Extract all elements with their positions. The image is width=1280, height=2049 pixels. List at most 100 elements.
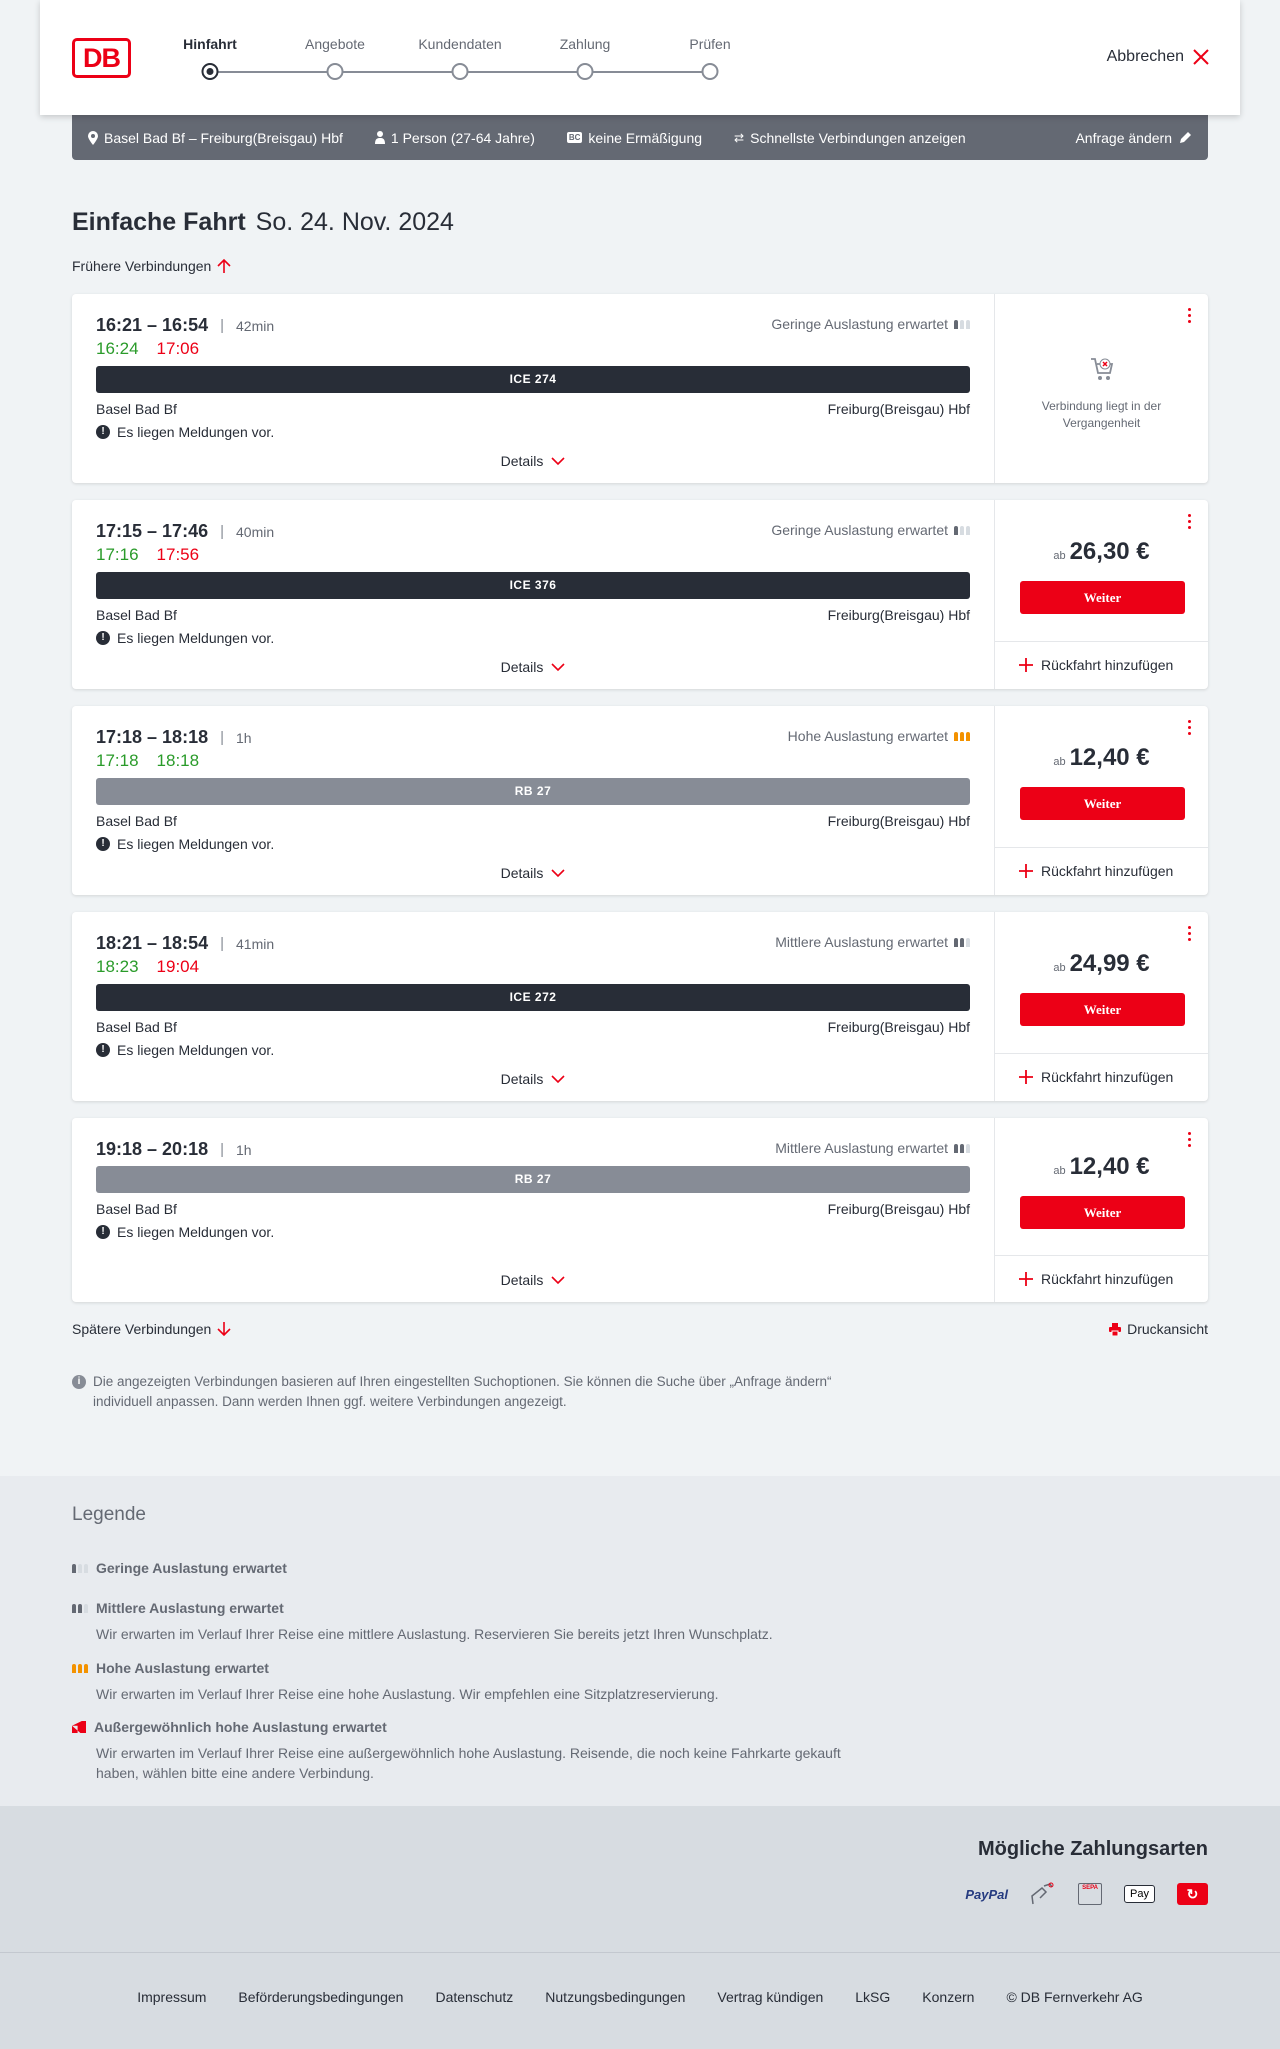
credit-card-hand-icon [1031, 1882, 1054, 1905]
footer-link[interactable]: LkSG [855, 1989, 891, 2005]
planned-times: 16:21 – 16:54 [96, 315, 209, 335]
details-label: Details [500, 453, 544, 469]
more-options-icon[interactable] [1188, 308, 1192, 326]
train-bar[interactable]: ICE 274 [96, 366, 970, 393]
legend-item: Geringe Auslastung erwartet [72, 1560, 287, 1576]
connection-card: 17:15 – 17:46 | 40min 17:16 17:56 Geringe Aus… [72, 500, 1208, 689]
details-toggle[interactable]: Details [72, 865, 994, 881]
payment-methods: PayPal SEPA Pay ↻ [965, 1882, 1208, 1906]
exclamation-icon: ! [96, 631, 110, 645]
location-pin-icon [88, 130, 98, 145]
train-bar[interactable]: RB 27 [96, 1166, 970, 1193]
sepa-icon: SEPA [1078, 1883, 1103, 1905]
more-options-icon[interactable] [1188, 926, 1192, 944]
plus-icon [1019, 864, 1033, 878]
fastest-text: Schnellste Verbindungen anzeigen [750, 129, 966, 146]
train-bar[interactable]: RB 27 [96, 778, 970, 805]
price-value: 24,99 € [1069, 950, 1150, 977]
discount-info: BC keine Ermäßigung [566, 130, 702, 146]
fastest-connections-toggle[interactable]: ⇄ Schnellste Verbindungen anzeigen [734, 130, 966, 146]
footer-link[interactable]: Impressum [137, 1989, 207, 2005]
connection-card: 19:18 – 20:18 | 1h Mittlere Auslastung erwa… [72, 1118, 1208, 1302]
traveller-text: 1 Person (27-64 Jahre) [390, 129, 535, 146]
legend-item-text: Wir erwarten im Verlauf Ihrer Reise eine… [96, 1686, 719, 1702]
offer-panel: ab 24,99 € Weiter Rückfahrt hinzufügen [994, 912, 1208, 1101]
occupancy-info: Hohe Auslastung erwartet [788, 728, 970, 744]
footer-link[interactable]: Nutzungsbedingungen [545, 1989, 686, 2005]
db-logo[interactable]: DB [72, 38, 131, 78]
exclamation-icon: ! [96, 425, 110, 439]
legend-item: Hohe Auslastung erwartet Wir erwarten im … [72, 1660, 866, 1704]
continue-button[interactable]: Weiter [1020, 1196, 1185, 1229]
continue-button[interactable]: Weiter [1020, 581, 1185, 614]
cancel-button[interactable]: Abbrechen [1107, 48, 1210, 66]
more-options-icon[interactable] [1188, 514, 1192, 532]
plus-icon [1019, 1070, 1033, 1084]
earlier-label: Frühere Verbindungen [72, 258, 212, 274]
price-prefix: ab [1053, 550, 1066, 562]
add-return-label: Rückfahrt hinzufügen [1041, 863, 1174, 879]
divider [995, 1255, 1208, 1256]
duration: 42min [236, 317, 275, 334]
footer-link[interactable]: Beförderungsbedingungen [238, 1989, 404, 2005]
later-connections-link[interactable]: Spätere Verbindungen [72, 1321, 231, 1337]
price-prefix: ab [1053, 756, 1066, 768]
continue-button[interactable]: Weiter [1020, 993, 1185, 1026]
exclamation-icon: ! [96, 837, 110, 851]
origin-station: Basel Bad Bf [96, 813, 177, 829]
traveller-info: 1 Person (27-64 Jahre) [374, 129, 535, 146]
more-options-icon[interactable] [1188, 1132, 1192, 1150]
footer-link[interactable]: Konzern [922, 1989, 975, 2005]
legend-title: Legende [72, 1504, 146, 1525]
details-toggle[interactable]: Details [72, 1272, 994, 1288]
connection-card: 18:21 – 18:54 | 41min 18:23 19:04 Mittlere Au… [72, 912, 1208, 1101]
step-label: Kundendaten [418, 36, 502, 52]
add-return-trip-button[interactable]: Rückfahrt hinzufügen [1019, 657, 1173, 673]
connection-card: 16:21 – 16:54 | 42min 16:24 17:06 Geringe Aus… [72, 294, 1208, 483]
chevron-down-icon [551, 1074, 565, 1083]
realtime-times: 17:18 18:18 [96, 751, 199, 771]
details-label: Details [500, 865, 544, 881]
realtime-departure: 17:18 [96, 751, 139, 770]
info-icon: i [72, 1375, 86, 1389]
continue-button[interactable]: Weiter [1020, 787, 1185, 820]
legend-item-title: Mittlere Auslastung erwartet [96, 1600, 284, 1616]
more-options-icon[interactable] [1188, 720, 1192, 738]
message-text: Es liegen Meldungen vor. [117, 630, 275, 646]
step-label: Hinfahrt [183, 36, 237, 52]
realtime-arrival: 19:04 [156, 957, 200, 976]
add-return-trip-button[interactable]: Rückfahrt hinzufügen [1019, 863, 1173, 879]
exclamation-icon: ! [96, 1043, 110, 1057]
realtime-departure: 17:16 [96, 545, 139, 564]
legend-section: Legende Geringe Auslastung erwartet Mittl… [0, 1476, 1280, 1806]
edit-request-button[interactable]: Anfrage ändern [1075, 130, 1192, 146]
footer-link[interactable]: Datenschutz [435, 1989, 514, 2005]
divider [995, 641, 1208, 642]
details-toggle[interactable]: Details [72, 659, 994, 675]
footer-link[interactable]: © DB Fernverkehr AG [1006, 1989, 1143, 2005]
print-view-link[interactable]: Druckansicht [1109, 1321, 1208, 1337]
origin-station: Basel Bad Bf [96, 401, 177, 417]
occupancy-icon [72, 1563, 88, 1573]
offer-panel: ab 12,40 € Weiter Rückfahrt hinzufügen [994, 1118, 1208, 1302]
details-toggle[interactable]: Details [72, 453, 994, 469]
earlier-connections-link[interactable]: Frühere Verbindungen [72, 258, 231, 274]
occupancy-text: Geringe Auslastung erwartet [771, 522, 948, 538]
realtime-arrival: 17:56 [156, 545, 200, 564]
edit-request-label: Anfrage ändern [1075, 129, 1172, 146]
realtime-arrival: 18:18 [156, 751, 200, 770]
occupancy-info: Geringe Auslastung erwartet [771, 316, 970, 332]
realtime-departure: 16:24 [96, 339, 139, 358]
offer-panel: Verbindung liegt in der Vergangenheit [994, 294, 1208, 483]
step-label: Prüfen [689, 36, 731, 52]
train-bar[interactable]: ICE 272 [96, 984, 970, 1011]
add-return-trip-button[interactable]: Rückfahrt hinzufügen [1019, 1271, 1173, 1287]
details-toggle[interactable]: Details [72, 1071, 994, 1087]
train-bar[interactable]: ICE 376 [96, 572, 970, 599]
footer-link[interactable]: Vertrag kündigen [717, 1989, 824, 2005]
separator: | [220, 935, 224, 952]
origin-station: Basel Bad Bf [96, 1019, 177, 1035]
legend-item-title: Geringe Auslastung erwartet [96, 1560, 287, 1576]
plus-icon [1019, 1272, 1033, 1286]
add-return-trip-button[interactable]: Rückfahrt hinzufügen [1019, 1069, 1173, 1085]
